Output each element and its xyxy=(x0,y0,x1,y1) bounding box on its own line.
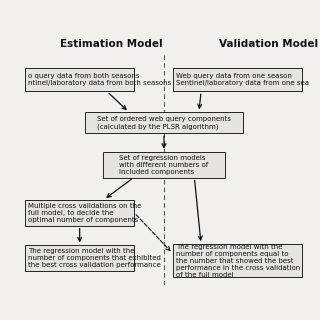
Text: The regression model with the
number of components equal to
the number that show: The regression model with the number of … xyxy=(176,244,300,278)
Bar xyxy=(173,244,302,277)
Bar xyxy=(173,68,302,92)
Text: Multiple cross validations on the
full model, to decide the
optimal number of co: Multiple cross validations on the full m… xyxy=(28,203,141,223)
Text: Web query data from one season
Sentinel/laboratory data from one sea: Web query data from one season Sentinel/… xyxy=(176,73,309,86)
Bar xyxy=(103,152,225,178)
Text: o query data from both seasons
ntinel/laboratory data from both seasons: o query data from both seasons ntinel/la… xyxy=(28,73,171,86)
Text: Set of ordered web query components
(calculated by the PLSR algorithm): Set of ordered web query components (cal… xyxy=(97,116,231,130)
Text: The regression model with the
number of components that exhibited
the best cross: The regression model with the number of … xyxy=(28,248,161,268)
Bar xyxy=(25,68,134,92)
Bar xyxy=(25,245,134,271)
Text: Set of regression models
with different numbers of
included components: Set of regression models with different … xyxy=(119,155,209,175)
Bar xyxy=(25,200,134,226)
Bar xyxy=(84,112,244,133)
Text: Validation Model: Validation Model xyxy=(219,39,318,50)
Text: Estimation Model: Estimation Model xyxy=(60,39,163,50)
